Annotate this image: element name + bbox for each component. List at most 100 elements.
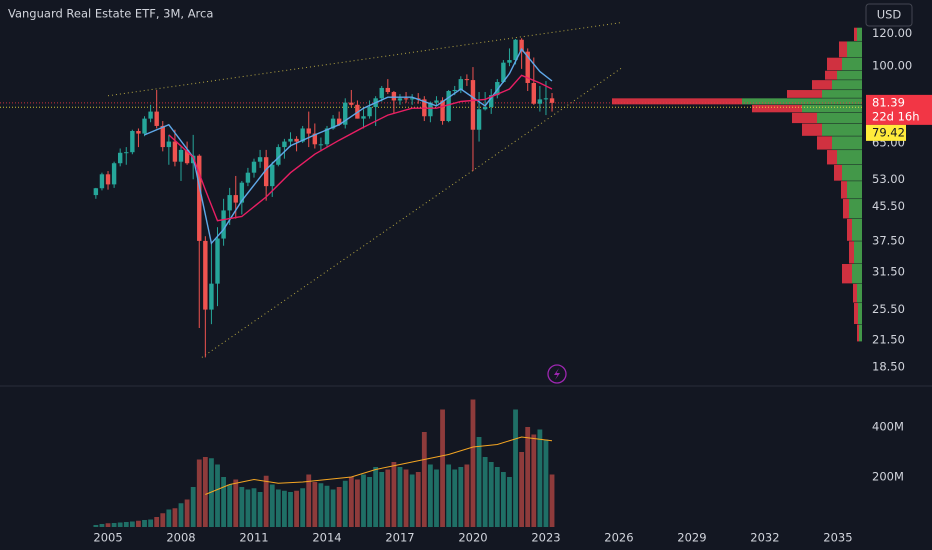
moving-average xyxy=(168,74,553,222)
volume-bar xyxy=(391,462,397,527)
volume-bar xyxy=(379,472,385,527)
volume-bar xyxy=(142,520,147,527)
candle-body xyxy=(464,79,470,81)
volume-bar xyxy=(342,480,348,527)
candle-body xyxy=(391,92,397,101)
y-tick-label: 37.50 xyxy=(872,233,905,247)
candle-body xyxy=(148,111,153,119)
candle-body xyxy=(282,141,287,148)
volume-bar xyxy=(129,521,135,527)
y-tick-label: 18.50 xyxy=(872,359,905,373)
candle-body xyxy=(263,157,269,187)
volume-bar xyxy=(166,509,172,527)
candle-body xyxy=(93,188,99,196)
x-tick-label: 2035 xyxy=(823,531,852,545)
candle-body xyxy=(130,130,135,153)
volume-profile-down xyxy=(842,264,852,284)
candle-body xyxy=(178,149,184,162)
prev-close-box xyxy=(866,124,906,141)
x-tick-label: 2011 xyxy=(239,531,268,545)
volume-bar xyxy=(221,477,226,527)
x-tick-label: 2005 xyxy=(93,531,122,545)
candle-body xyxy=(124,152,129,154)
candle-body xyxy=(154,111,159,126)
y-tick-label: 120.00 xyxy=(872,26,912,40)
candle-body xyxy=(184,149,190,164)
candle-body xyxy=(476,109,482,130)
volume-bar xyxy=(300,488,306,527)
volume-bar xyxy=(543,439,549,527)
volume-profile-down xyxy=(827,150,837,165)
volume-profile-down xyxy=(849,241,854,264)
volume-bar xyxy=(184,499,190,527)
candle-body xyxy=(318,144,324,146)
volume-profile-down xyxy=(854,27,857,41)
volume-tick-label: 200M xyxy=(872,470,904,484)
volume-bar xyxy=(239,487,245,527)
volume-bar xyxy=(440,409,445,527)
volume-bar xyxy=(202,457,208,527)
alert-icon[interactable] xyxy=(547,364,567,384)
volume-moving-average xyxy=(205,436,553,495)
volume-profile-up xyxy=(832,80,862,90)
candle-body xyxy=(525,51,530,83)
volume-bar xyxy=(111,523,117,527)
volume-profile-up xyxy=(842,164,862,181)
candle-body xyxy=(336,118,342,125)
volume-profile-down xyxy=(843,199,849,219)
volume-bar xyxy=(513,409,518,527)
alert-circle[interactable] xyxy=(547,364,567,384)
candle-body xyxy=(489,95,494,108)
candle-body xyxy=(294,138,299,142)
volume-bar xyxy=(178,503,184,527)
volume-profile-up xyxy=(837,70,862,80)
volume-bar xyxy=(525,427,531,527)
volume-bar xyxy=(154,517,160,527)
candle-body xyxy=(543,98,549,100)
candle-body xyxy=(470,80,476,130)
volume-bar xyxy=(93,525,99,527)
price-pane xyxy=(0,22,862,358)
volume-bar xyxy=(275,489,281,527)
candle-body xyxy=(385,87,391,93)
volume-bar xyxy=(245,489,251,527)
volume-profile-down xyxy=(841,181,847,199)
candle-body xyxy=(482,107,488,110)
volume-pane xyxy=(93,399,555,527)
volume-profile-up xyxy=(802,104,862,113)
volume-profile-up xyxy=(849,199,862,219)
volume-profile-up xyxy=(852,218,862,241)
currency-button[interactable] xyxy=(865,3,913,27)
volume-profile-down xyxy=(612,98,742,105)
candle-body xyxy=(105,174,111,185)
candle-body xyxy=(549,98,555,103)
prev-close-label: 79.42 xyxy=(872,125,905,139)
volume-profile-up xyxy=(822,90,862,98)
volume-bar xyxy=(452,469,458,527)
currency-label[interactable]: USD xyxy=(877,8,902,22)
candle-body xyxy=(239,182,245,203)
volume-bar xyxy=(209,458,214,527)
volume-bar xyxy=(263,475,269,527)
volume-profile-down xyxy=(827,57,842,71)
volume-profile-down xyxy=(787,90,822,98)
volume-profile-down xyxy=(817,136,832,150)
candle-body xyxy=(233,195,238,203)
volume-profile-up xyxy=(858,303,862,325)
alert-bolt[interactable] xyxy=(554,368,560,380)
candle-body xyxy=(136,130,141,134)
volume-bar xyxy=(403,469,409,527)
y-tick-label: 100.00 xyxy=(872,59,912,73)
volume-bar xyxy=(288,492,293,527)
volume-profile-up xyxy=(852,264,862,284)
countdown-label: 22d 16h xyxy=(872,109,920,123)
candle-body xyxy=(434,100,439,103)
candle-body xyxy=(501,62,506,83)
volume-bar xyxy=(294,490,299,527)
volume-bar xyxy=(172,508,178,527)
y-tick-label: 21.50 xyxy=(872,332,905,346)
volume-bar xyxy=(330,489,336,527)
volume-bar xyxy=(318,483,324,527)
volume-tick-label: 400M xyxy=(872,420,904,434)
last-price-box xyxy=(866,94,932,125)
